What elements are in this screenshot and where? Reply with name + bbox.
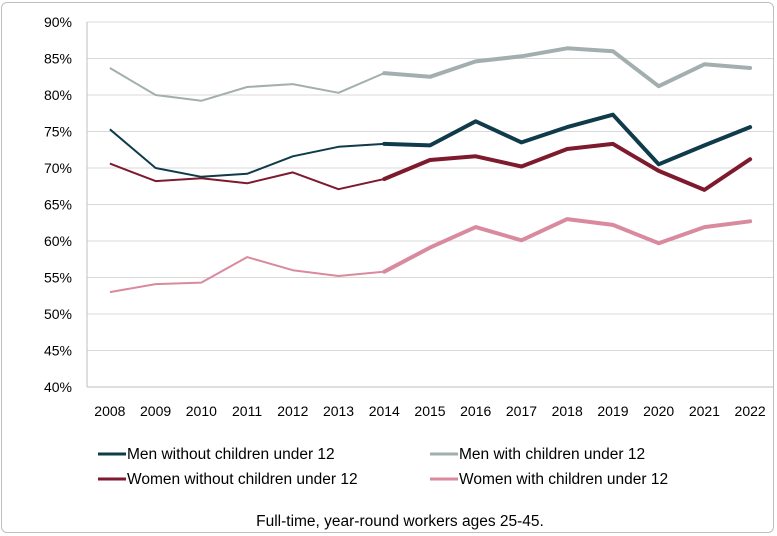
y-tick-label: 85% bbox=[44, 51, 72, 67]
chart-caption: Full-time, year-round workers ages 25-45… bbox=[256, 513, 544, 530]
x-tick-label: 2011 bbox=[232, 403, 262, 419]
x-tick-label: 2021 bbox=[689, 403, 720, 419]
legend-label: Men with children under 12 bbox=[459, 446, 645, 463]
x-tick-label: 2008 bbox=[94, 403, 125, 419]
x-tick-label: 2014 bbox=[369, 403, 400, 419]
x-axis: 2008 2009 2010 2011 2012 2013 2014 2015 2016 2017… bbox=[87, 386, 773, 419]
series-line-thick bbox=[382, 46, 753, 89]
x-tick-label: 2016 bbox=[460, 403, 491, 419]
legend-label: Women without children under 12 bbox=[127, 471, 358, 488]
y-tick-label: 90% bbox=[44, 14, 72, 30]
legend-label: Men without children under 12 bbox=[127, 446, 335, 463]
x-tick-label: 2019 bbox=[597, 403, 628, 419]
x-tick-label: 2013 bbox=[323, 403, 354, 419]
x-tick-label: 2009 bbox=[140, 403, 171, 419]
series-line-thin bbox=[109, 128, 385, 178]
x-tick-label: 2015 bbox=[414, 403, 445, 419]
x-tick-label: 2017 bbox=[506, 403, 537, 419]
y-axis: 40% 45% 50% 55% 60% 65% 70% 75% 80% 85% 90% bbox=[44, 14, 88, 395]
y-tick-label: 55% bbox=[44, 270, 72, 286]
y-tick-label: 60% bbox=[44, 233, 72, 249]
x-tick-label: 2022 bbox=[735, 403, 766, 419]
series-line-thick bbox=[382, 112, 753, 167]
series-lines bbox=[109, 46, 753, 294]
series-line-thin bbox=[109, 162, 385, 191]
y-tick-label: 50% bbox=[44, 306, 72, 322]
series-line-thin bbox=[109, 256, 385, 294]
y-tick-label: 40% bbox=[44, 379, 72, 395]
y-tick-label: 65% bbox=[44, 197, 72, 213]
legend: Men without children under 12 Men with ch… bbox=[98, 446, 668, 488]
x-tick-label: 2018 bbox=[552, 403, 583, 419]
y-tick-label: 80% bbox=[44, 87, 72, 103]
series-line-thick bbox=[382, 217, 753, 274]
series-line-thick bbox=[382, 141, 753, 192]
x-tick-label: 2010 bbox=[186, 403, 217, 419]
legend-label: Women with children under 12 bbox=[459, 471, 668, 488]
y-tick-label: 70% bbox=[44, 160, 72, 176]
x-tick-label: 2020 bbox=[643, 403, 674, 419]
x-tick-label: 2012 bbox=[277, 403, 308, 419]
y-tick-label: 75% bbox=[44, 124, 72, 140]
series-line-thin bbox=[109, 67, 385, 102]
y-tick-label: 45% bbox=[44, 343, 72, 359]
